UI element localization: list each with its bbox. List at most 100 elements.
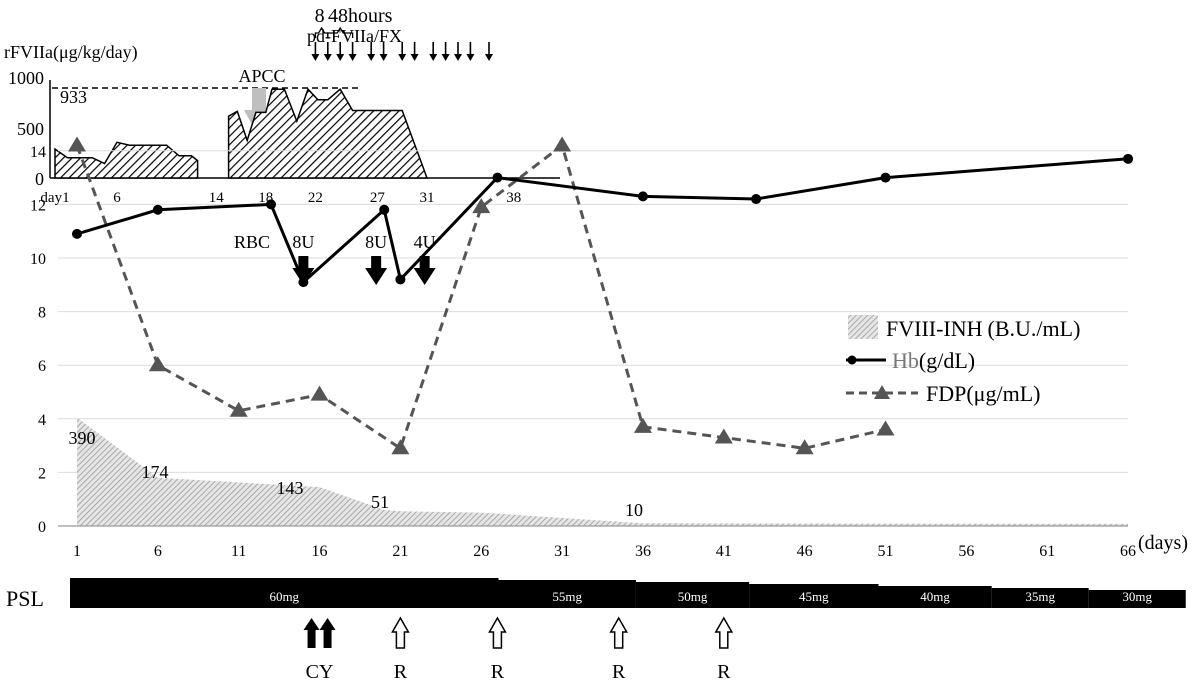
pd-fviia-arrow-icon (348, 42, 357, 61)
fviii-inh-value-label: 10 (625, 500, 643, 520)
main-y-tick-label: 6 (38, 358, 46, 375)
pd-fviia-arrow-icon (311, 42, 320, 61)
main-x-tick-label: 66 (1120, 543, 1136, 560)
fdp-marker (633, 417, 652, 433)
main-x-tick-label: 1 (73, 543, 81, 560)
psl-dose-label: 45mg (799, 589, 829, 604)
hb-marker (637, 191, 648, 202)
pd-fviia-arrow-icon (410, 42, 419, 61)
interval-label: 48hours (328, 5, 393, 27)
fviii-inh-value-label: 390 (69, 428, 96, 448)
pd-fviia-arrow-icon (367, 42, 376, 61)
legend-inh-swatch (848, 315, 878, 339)
main-x-tick-label: 21 (392, 543, 408, 560)
psl-panel: PSL 60mg 55mg 50mg 45mg 40mg 35mg 30mg CY R R R R (6, 578, 1186, 683)
rfviia-x-tick-label: 38 (506, 190, 521, 206)
fdp-marker (876, 420, 895, 436)
hb-marker (1123, 153, 1134, 164)
fdp-marker (148, 356, 167, 372)
hb-marker (266, 199, 277, 210)
main-y-tick-label: 0 (38, 519, 46, 536)
rbc-arrow-icon (365, 256, 388, 285)
fviii-inh-value-label: 174 (142, 462, 169, 482)
rfviia-tick-label-500: 500 (17, 119, 44, 139)
rbc-units-label: 8U (365, 232, 387, 252)
psl-dose-bar (70, 578, 499, 608)
hb-marker (880, 172, 891, 183)
main-x-tick-label: 6 (154, 543, 162, 560)
main-x-tick-label: 16 (312, 543, 328, 560)
pd-fviia-arrow-icon (454, 42, 462, 61)
rfviia-x-tick-label: 14 (209, 190, 225, 206)
main-x-tick-label: 11 (231, 543, 246, 560)
fviii-inh-value-label: 51 (371, 492, 389, 512)
rfviia-reference-label: 933 (60, 87, 87, 107)
hb-marker (492, 172, 503, 183)
rfviia-x-tick-label: 27 (370, 190, 386, 206)
psl-dose-bar (991, 588, 1089, 608)
psl-dose-label: 50mg (678, 589, 708, 604)
psl-dose-bar (1088, 590, 1186, 608)
pd-fviia-arrow-icon (336, 42, 345, 61)
rfviia-dose-area (227, 87, 429, 179)
psl-dose-bar (498, 580, 636, 608)
r-arrow-icon (391, 616, 410, 649)
cy-arrow-icon (303, 618, 320, 648)
rbc-units-label: 4U (414, 232, 436, 252)
fdp-line (75, 142, 886, 451)
interval-label: 8 (315, 5, 325, 27)
main-x-tick-label: 36 (635, 543, 651, 560)
main-x-tick-label: 46 (797, 543, 813, 560)
fdp-marker (714, 428, 733, 444)
pd-fviia-arrow-icon (485, 42, 493, 61)
psl-label: PSL (6, 586, 44, 611)
rfviia-x-tick-label: 22 (308, 190, 323, 206)
psl-dose-bar (635, 582, 750, 608)
psl-dose-label: 30mg (1122, 589, 1152, 604)
legend-hb-name: Hb(g/dL) (892, 348, 975, 373)
pd-fviia-label: pd-FVIIa/FX (307, 26, 402, 46)
main-y-tick-label: 14 (30, 144, 46, 161)
main-x-tick-label: 26 (473, 543, 489, 560)
rfviia-x-tick-label: 31 (420, 190, 435, 206)
main-x-axis-label: (days) (1138, 532, 1188, 554)
r-arrow-icon (714, 616, 734, 649)
legend: FVIII-INH (B.U./mL) Hb(g/dL) FDP(μg/mL) (846, 315, 1080, 406)
main-x-tick-label: 56 (958, 543, 974, 560)
fviii-inh-value-label: 143 (277, 478, 304, 498)
main-y-tick-label: 2 (38, 465, 46, 482)
hb-marker (379, 204, 390, 215)
rbc-arrow-icon (292, 256, 315, 285)
r-arrow-icon (609, 616, 628, 649)
main-x-tick-label: 41 (716, 543, 732, 560)
rbc-units-label: 8U (292, 232, 314, 252)
rfviia-axis-label: rFVIIa(μg/kg/day) (4, 42, 138, 63)
r-arrow-icon (488, 616, 507, 649)
pd-fviia-arrow-icon (466, 42, 475, 61)
fdp-marker (472, 198, 491, 214)
legend-inh-name: FVIII-INH (B.U./mL) (886, 316, 1080, 341)
legend-fdp-marker (874, 385, 890, 399)
fdp-marker (229, 401, 248, 417)
rbc-label: RBC (234, 232, 270, 252)
r-label: R (717, 661, 731, 683)
pd-fviia-arrow-icon (441, 42, 450, 61)
hb-marker (751, 194, 762, 205)
main-x-tick-label: 31 (554, 543, 570, 560)
legend-fdp-name: FDP(μg/mL) (926, 381, 1040, 406)
main-y-tick-label: 4 (38, 412, 46, 429)
main-y-tick-label: 10 (30, 251, 46, 268)
main-x-tick-label: 51 (878, 543, 894, 560)
r-label: R (491, 661, 505, 683)
r-label: R (394, 661, 408, 683)
hb-marker (152, 204, 163, 215)
fdp-marker (391, 439, 410, 455)
rfviia-tick-label-0: 0 (35, 169, 44, 189)
rbc-arrow-icon (413, 256, 436, 285)
main-y-tick-label: 8 (38, 305, 46, 322)
cy-label: CY (306, 661, 334, 683)
fdp-marker (310, 385, 329, 401)
psl-dose-label: 55mg (552, 589, 582, 604)
